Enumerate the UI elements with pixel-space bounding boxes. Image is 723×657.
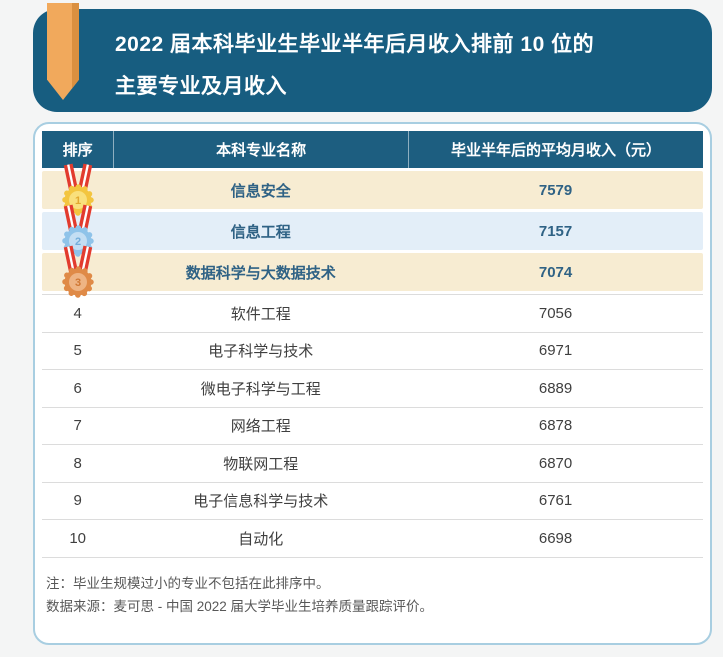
major-cell: 网络工程	[230, 418, 291, 436]
rank-cell: 4	[73, 304, 82, 322]
table-header-row: 排序 本科专业名称 毕业半年后的平均月收入（元）	[42, 131, 703, 168]
major-cell: 信息安全	[230, 182, 291, 200]
major-cell: 电子科学与技术	[208, 343, 314, 361]
table-row: 10 自动化 6698	[42, 520, 703, 558]
income-cell: 6878	[538, 417, 573, 435]
rank-cell: 6	[73, 379, 82, 397]
table-row: 3 数据科学与大数据技术 7074	[42, 245, 703, 298]
table-row: 7 网络工程 6878	[42, 408, 703, 445]
bronze-medal-icon: 3	[61, 245, 94, 298]
page-title-line2: 主要专业及月收入	[115, 75, 287, 98]
income-cell: 6889	[538, 379, 573, 397]
rank-cell: 3	[42, 245, 113, 298]
income-cell: 7579	[538, 181, 573, 199]
bookmark-arrow-icon	[47, 3, 79, 100]
page-title-line1: 2022 届本科毕业生毕业半年后月收入排前 10 位的	[115, 33, 595, 56]
rank-cell: 10	[69, 529, 87, 547]
footnotes: 注：毕业生规模过小的专业不包括在此排序中。 数据来源：麦可思 - 中国 2022…	[46, 572, 699, 618]
income-cell: 7056	[538, 304, 573, 322]
medal-rank-number: 3	[75, 277, 81, 289]
note-line: 注：毕业生规模过小的专业不包括在此排序中。	[46, 575, 330, 591]
medal-rank-number: 2	[75, 236, 81, 248]
note-line: 数据来源：麦可思 - 中国 2022 届大学毕业生培养质量跟踪评价。	[46, 598, 434, 614]
major-cell: 信息工程	[230, 223, 291, 241]
table-row: 2 信息工程 7157	[42, 204, 703, 257]
table-row: 5 电子科学与技术 6971	[42, 333, 703, 370]
column-header-major: 本科专业名称	[113, 131, 410, 168]
income-cell: 6870	[538, 454, 573, 472]
major-cell: 自动化	[238, 530, 284, 548]
major-cell: 数据科学与大数据技术	[185, 264, 336, 282]
major-cell: 电子信息科学与技术	[193, 493, 329, 511]
major-cell: 软件工程	[230, 305, 291, 323]
major-cell: 微电子科学与工程	[200, 380, 321, 398]
medal-rank-number: 1	[75, 195, 81, 207]
income-cell: 7157	[538, 222, 573, 240]
rank-cell: 9	[73, 492, 82, 510]
column-header-rank: 排序	[62, 142, 93, 159]
income-cell: 6698	[538, 529, 573, 547]
bookmark-arrow-shade	[72, 3, 79, 100]
table-row: 4 软件工程 7056	[42, 294, 703, 333]
column-header-income: 毕业半年后的平均月收入（元）	[451, 142, 662, 159]
income-cell: 6971	[538, 342, 573, 360]
table-row: 8 物联网工程 6870	[42, 445, 703, 483]
title-banner: 2022 届本科毕业生毕业半年后月收入排前 10 位的 主要专业及月收入	[33, 9, 712, 112]
rank-cell: 8	[73, 454, 82, 472]
major-cell: 物联网工程	[223, 455, 299, 473]
table-row: 9 电子信息科学与技术 6761	[42, 483, 703, 520]
table-row: 1 信息安全 7579	[42, 163, 703, 216]
income-cell: 6761	[538, 492, 573, 510]
page-title: 2022 届本科毕业生毕业半年后月收入排前 10 位的 主要专业及月收入	[33, 9, 712, 108]
rank-cell: 5	[73, 342, 82, 360]
income-cell: 7074	[538, 263, 573, 281]
table-row: 6 微电子科学与工程 6889	[42, 370, 703, 408]
ranking-table-card: 排序 本科专业名称 毕业半年后的平均月收入（元） 1 信息安全 757	[33, 122, 712, 645]
rank-cell: 7	[73, 417, 82, 435]
